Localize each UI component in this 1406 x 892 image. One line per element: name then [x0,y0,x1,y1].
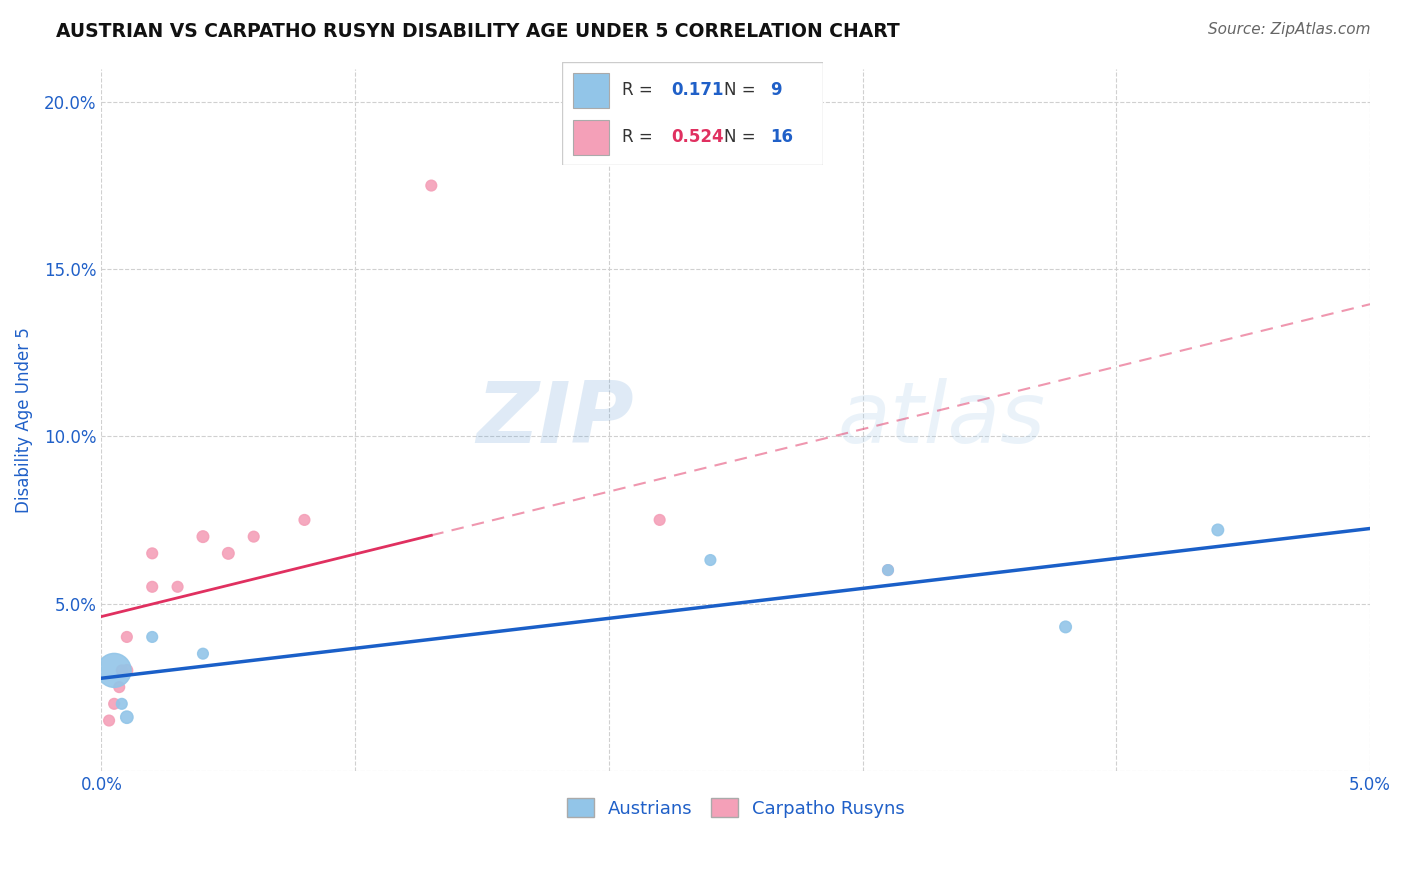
FancyBboxPatch shape [562,62,823,165]
Bar [572,73,609,108]
Point [648,513,671,527]
Text: ZIP: ZIP [477,378,634,461]
Point [141,630,163,644]
Text: 16: 16 [770,128,793,146]
Text: 0.171: 0.171 [672,81,724,99]
Point [166,580,188,594]
Text: 0.524: 0.524 [672,128,724,146]
Text: Source: ZipAtlas.com: Source: ZipAtlas.com [1208,22,1371,37]
Legend: Austrians, Carpatho Rusyns: Austrians, Carpatho Rusyns [560,791,912,825]
Text: atlas: atlas [837,378,1045,461]
Point [103,664,125,678]
Point [242,530,264,544]
Point [141,580,163,594]
Point [1054,620,1077,634]
Point [115,710,138,724]
Point [294,513,316,527]
Point [191,647,214,661]
Point [111,697,134,711]
Point [699,553,721,567]
Text: R =: R = [623,81,658,99]
Text: R =: R = [623,128,658,146]
Point [111,664,134,678]
Point [115,630,138,644]
Text: AUSTRIAN VS CARPATHO RUSYN DISABILITY AGE UNDER 5 CORRELATION CHART: AUSTRIAN VS CARPATHO RUSYN DISABILITY AG… [56,22,900,41]
Text: N =: N = [724,128,761,146]
Point [217,546,239,560]
Y-axis label: Disability Age Under 5: Disability Age Under 5 [15,326,32,513]
Text: N =: N = [724,81,761,99]
Point [98,714,121,728]
Point [420,178,443,193]
Point [103,697,125,711]
Point [115,664,138,678]
Point [1206,523,1229,537]
Text: 9: 9 [770,81,782,99]
Point [877,563,900,577]
Point [141,546,163,560]
Point [877,563,900,577]
Bar [572,120,609,155]
Point [191,530,214,544]
Point [108,680,131,694]
